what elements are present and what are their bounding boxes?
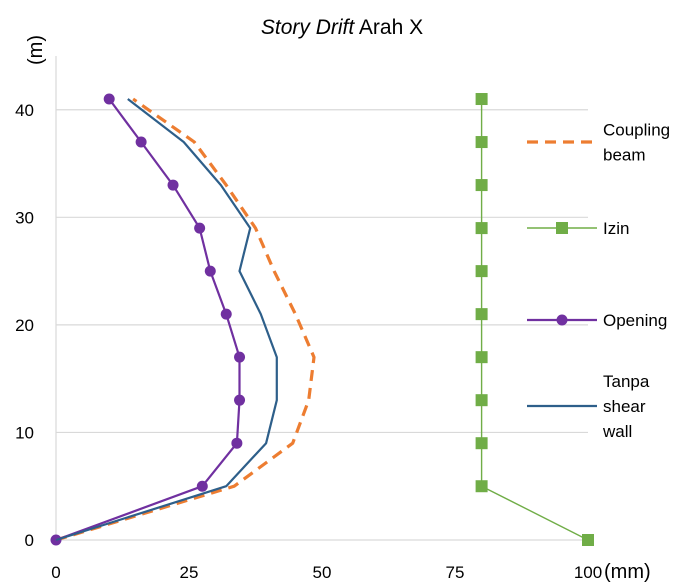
series-izin: [475, 93, 594, 546]
y-tick-label: 10: [15, 423, 34, 442]
y-tick-label: 0: [25, 531, 34, 550]
series-coupling-beam: [55, 97, 316, 542]
data-point-izin: [475, 351, 488, 364]
data-point-izin: [475, 480, 488, 493]
legend-marker: [556, 314, 568, 326]
legend-label: shear: [603, 397, 646, 416]
chart-title-rest: Arah X: [354, 16, 423, 39]
legend-label: beam: [603, 146, 646, 165]
data-point-izin: [475, 93, 488, 106]
data-point-opening: [103, 93, 115, 105]
x-tick-label: 50: [313, 563, 332, 582]
legend-item-tanpa-shear-wall: Tanpa shear wall: [527, 372, 650, 441]
data-point-izin: [475, 136, 488, 149]
legend-marker: [556, 222, 568, 234]
x-tick-label: 0: [51, 563, 60, 582]
data-point-opening: [231, 437, 243, 449]
x-tick-label: 100: [574, 563, 602, 582]
y-tick-label: 30: [15, 208, 34, 227]
gridlines: [56, 109, 588, 434]
data-point-izin: [475, 179, 488, 192]
x-tick-label: 25: [180, 563, 199, 582]
chart-title: Story Drift Arah X: [261, 16, 423, 39]
legend-label: Izin: [603, 219, 629, 238]
data-point-opening: [135, 136, 147, 148]
chart-title-italic: Story Drift: [261, 16, 356, 39]
legend-label: wall: [602, 422, 632, 441]
data-point-opening: [194, 222, 206, 234]
series-line-tanpa-shear-wall: [55, 98, 278, 542]
legend-item-opening: Opening: [527, 311, 667, 330]
legend-label: Coupling: [603, 121, 670, 140]
data-point-opening: [196, 480, 208, 492]
data-point-izin: [475, 222, 488, 235]
legend-item-coupling-beam: Coupling beam: [527, 121, 670, 165]
y-tick-label: 20: [15, 316, 34, 335]
series-tanpa-shear-wall: [55, 98, 278, 542]
x-tick-label: 75: [446, 563, 465, 582]
data-point-opening: [234, 394, 246, 406]
legend-item-izin: Izin: [527, 219, 629, 238]
legend-label: Opening: [603, 311, 667, 330]
x-axis-label: (mm): [604, 561, 651, 583]
data-point-izin: [475, 308, 488, 321]
series-opening: [50, 93, 246, 546]
data-point-opening: [204, 265, 216, 277]
series-line-coupling-beam: [55, 97, 316, 542]
data-point-opening: [167, 179, 179, 191]
legend: Coupling beam Izin Opening Tanpa shear wall: [527, 121, 670, 441]
axes: [55, 56, 588, 541]
data-point-opening: [220, 308, 232, 320]
series-layer: [50, 93, 594, 546]
data-point-izin: [475, 265, 488, 278]
data-point-izin: [475, 394, 488, 407]
y-axis-label: (m): [25, 35, 47, 65]
legend-label: Tanpa: [603, 372, 650, 391]
data-point-izin: [475, 437, 488, 450]
data-point-opening: [234, 351, 246, 363]
data-point-izin: [582, 534, 594, 546]
tick-labels: 0 10 20 30 40 0 25 50 75 100: [15, 101, 602, 582]
y-tick-label: 40: [15, 101, 34, 120]
